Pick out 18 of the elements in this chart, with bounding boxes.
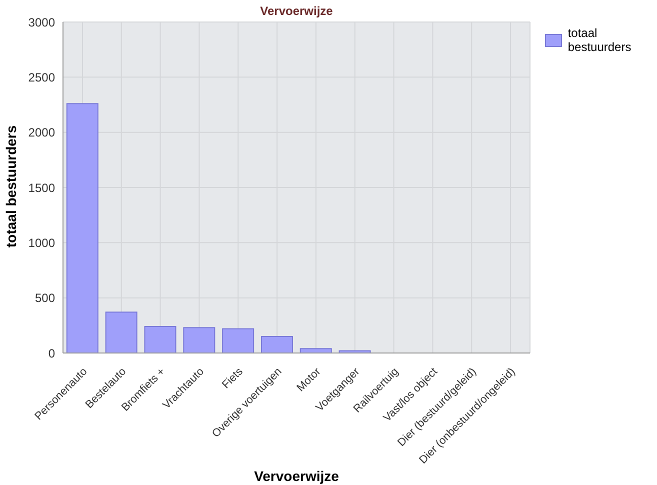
y-tick-label: 2000	[28, 126, 56, 140]
y-tick-label: 0	[48, 346, 56, 360]
y-tick-label: 2500	[28, 70, 56, 84]
y-tick-label: 500	[34, 291, 56, 306]
legend-label: totaal bestuurders	[568, 26, 632, 54]
chart-title: Vervoerwijze	[259, 4, 334, 18]
bar	[105, 312, 138, 353]
x-axis-title: Vervoerwijze	[254, 468, 340, 484]
bar	[300, 348, 332, 353]
bar	[66, 103, 98, 353]
y-axis-title: totaal bestuurders	[2, 125, 19, 248]
y-tick-label: 1000	[28, 236, 56, 250]
bar	[183, 327, 216, 353]
y-tick-label: 3000	[28, 15, 56, 30]
bar	[222, 328, 254, 353]
y-tick-label: 1500	[28, 180, 56, 195]
bar	[260, 336, 293, 353]
bar	[144, 326, 176, 353]
